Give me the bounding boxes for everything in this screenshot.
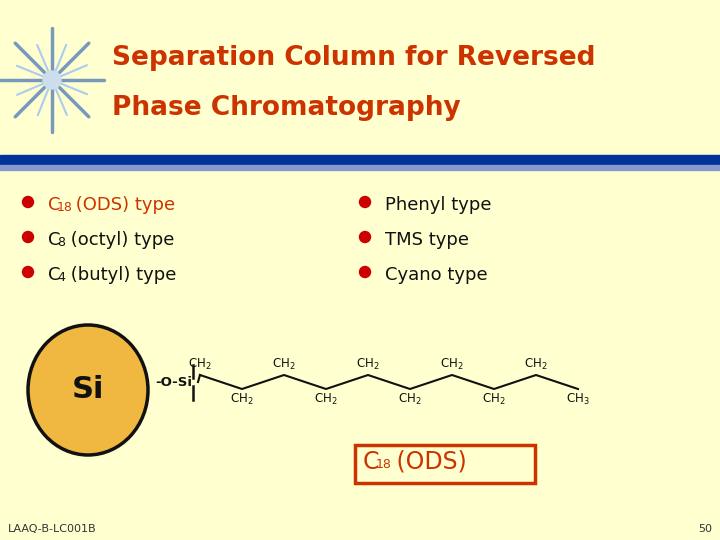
Text: CH$_3$: CH$_3$ xyxy=(566,392,590,407)
Text: CH$_2$: CH$_2$ xyxy=(398,392,422,407)
Text: C: C xyxy=(48,266,60,284)
Circle shape xyxy=(22,197,34,207)
Text: (butyl) type: (butyl) type xyxy=(65,266,176,284)
Text: CH$_2$: CH$_2$ xyxy=(356,357,379,372)
Text: 18: 18 xyxy=(57,201,73,214)
Text: CH$_2$: CH$_2$ xyxy=(524,357,548,372)
Circle shape xyxy=(359,232,371,242)
Text: Cyano type: Cyano type xyxy=(385,266,487,284)
Text: 4: 4 xyxy=(57,271,65,284)
Ellipse shape xyxy=(28,325,148,455)
FancyBboxPatch shape xyxy=(355,445,535,483)
Circle shape xyxy=(22,232,34,242)
Text: (ODS) type: (ODS) type xyxy=(70,196,175,214)
Text: C: C xyxy=(48,196,60,214)
Bar xyxy=(0,165,720,170)
Text: Separation Column for Reversed: Separation Column for Reversed xyxy=(112,45,595,71)
Text: CH$_2$: CH$_2$ xyxy=(440,357,464,372)
Text: LAAQ-B-LC001B: LAAQ-B-LC001B xyxy=(8,524,96,534)
Text: CH$_2$: CH$_2$ xyxy=(188,357,212,372)
Text: (ODS): (ODS) xyxy=(389,450,467,474)
Text: C: C xyxy=(363,450,379,474)
Text: CH$_2$: CH$_2$ xyxy=(314,392,338,407)
Text: Phase Chromatography: Phase Chromatography xyxy=(112,95,461,121)
Text: Phenyl type: Phenyl type xyxy=(385,196,492,214)
Text: CH$_2$: CH$_2$ xyxy=(482,392,505,407)
Circle shape xyxy=(43,71,61,89)
Circle shape xyxy=(22,267,34,278)
Circle shape xyxy=(359,267,371,278)
Text: Si: Si xyxy=(72,375,104,404)
Text: 8: 8 xyxy=(57,236,65,249)
Text: (octyl) type: (octyl) type xyxy=(65,231,174,249)
Text: 18: 18 xyxy=(376,458,392,471)
Text: 50: 50 xyxy=(698,524,712,534)
Text: C: C xyxy=(48,231,60,249)
Text: -O-Si: -O-Si xyxy=(155,375,192,388)
Text: CH$_2$: CH$_2$ xyxy=(230,392,253,407)
Circle shape xyxy=(359,197,371,207)
Bar xyxy=(0,155,720,165)
Text: TMS type: TMS type xyxy=(385,231,469,249)
Text: CH$_2$: CH$_2$ xyxy=(272,357,296,372)
